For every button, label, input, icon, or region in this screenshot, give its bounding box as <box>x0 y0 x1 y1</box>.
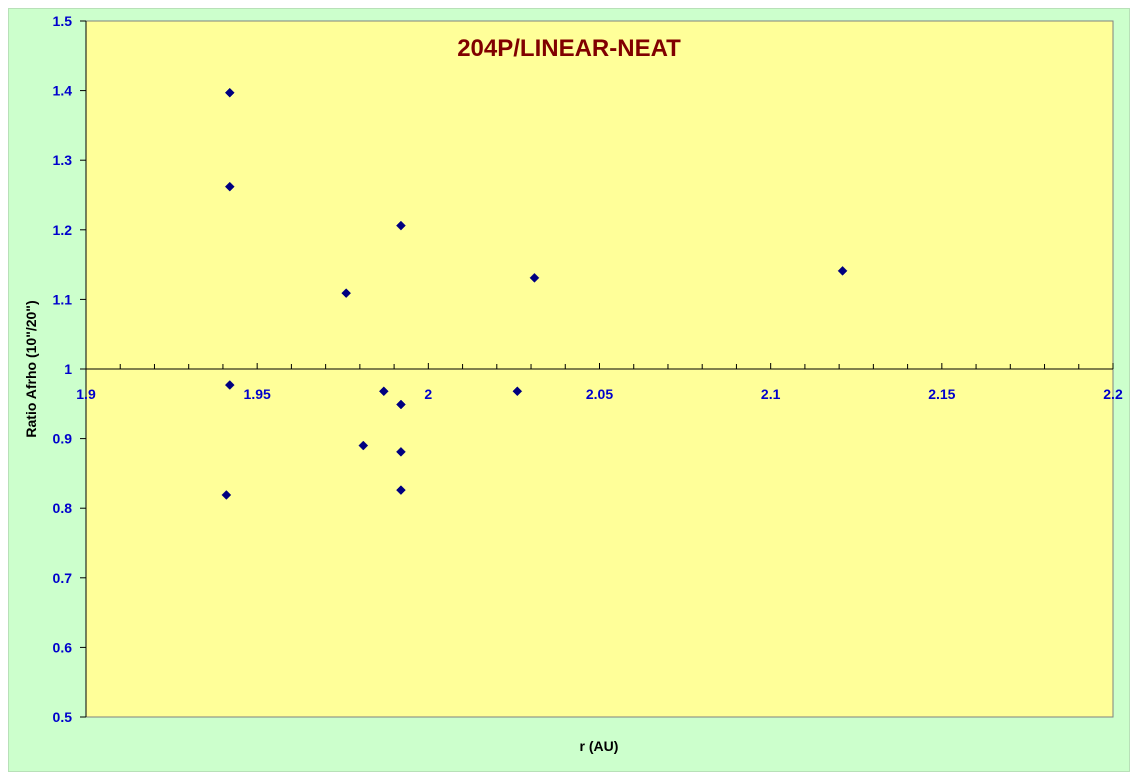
y-tick-label: 0.5 <box>53 709 73 725</box>
chart-title: 204P/LINEAR-NEAT <box>457 35 681 62</box>
data-point <box>341 288 352 298</box>
data-point <box>396 446 406 457</box>
y-tick-label: 1.4 <box>53 83 73 99</box>
y-tick-label: 1 <box>64 361 72 377</box>
y-tick-label: 1.2 <box>53 222 73 238</box>
x-tick-label: 2.1 <box>761 386 781 402</box>
data-point <box>529 272 540 283</box>
x-tick-label: 2.2 <box>1103 386 1123 402</box>
data-point <box>378 386 389 397</box>
y-tick-label: 1.3 <box>53 152 73 168</box>
data-point <box>837 266 848 276</box>
x-tick-label: 1.95 <box>244 386 271 402</box>
y-tick-label: 1.5 <box>53 13 73 29</box>
y-tick-label: 0.8 <box>53 500 73 516</box>
data-point <box>396 485 406 495</box>
y-axis: 0.5 0.6 0.7 0.8 0.9 1 1.1 1.2 1.3 1.4 1.5 <box>53 13 87 725</box>
x-tick-label: 2.15 <box>928 386 955 402</box>
data-point <box>221 490 232 500</box>
y-tick-label: 0.6 <box>53 639 73 655</box>
y-tick-label: 1.1 <box>53 291 73 307</box>
x-axis-title: r (AU) <box>580 738 619 754</box>
x-tick-label: 2.05 <box>586 386 613 402</box>
data-point <box>224 181 235 192</box>
y-tick-label: 0.9 <box>53 431 73 447</box>
y-axis-title: Ratio Afrho (10"/20") <box>23 300 39 437</box>
y-tick-label: 0.7 <box>53 570 73 586</box>
data-point <box>224 380 235 390</box>
x-tick-label: 1.9 <box>76 386 96 402</box>
data-point <box>396 220 406 231</box>
data-point <box>358 440 369 451</box>
data-point <box>224 87 235 98</box>
data-points <box>221 87 848 500</box>
x-tick-label: 2 <box>424 386 432 402</box>
x-axis: 1.9 1.95 2 2.05 2.1 2.15 2.2 <box>76 363 1123 402</box>
data-point <box>396 399 406 410</box>
data-point <box>512 386 523 397</box>
